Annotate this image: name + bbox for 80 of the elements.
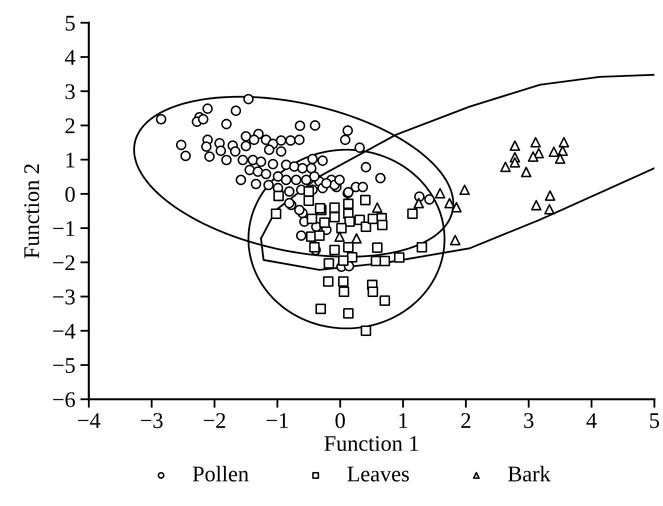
y-tick-label: 1 [66,152,74,168]
y-tick-label: −3 [53,290,75,304]
y-tick-label: 5 [66,16,75,31]
point [372,242,383,253]
point [360,194,371,206]
legend-label: Leaves [347,466,409,482]
x-tick-label: 0 [335,413,345,428]
point [368,286,378,298]
point [338,255,349,266]
point [380,295,390,306]
point [380,256,390,266]
point [273,190,284,202]
point [314,230,325,241]
point [304,195,314,206]
point [459,184,470,196]
point [377,220,388,230]
x-tick-label: −4 [78,413,100,428]
point [434,188,446,198]
point [334,231,345,242]
point [270,208,282,220]
y-tick-label: 0 [65,186,75,202]
y-tick-label: 2 [66,118,74,134]
point [510,140,520,151]
point [304,186,314,197]
x-axis-title: Function 1 [324,436,418,451]
point [315,304,326,314]
point [510,157,520,168]
point [360,326,372,336]
y-axis-title: Function 2 [24,164,40,258]
point [322,276,334,287]
point [394,252,405,263]
point [306,214,318,224]
y-tick-label: −1 [53,221,74,236]
x-tick-label: 2 [461,413,470,428]
point [338,276,349,287]
point [343,198,354,210]
x-tick-label: 5 [650,413,660,428]
x-tick-label: 3 [524,413,534,428]
point [346,252,358,262]
x-tick-label: −3 [140,413,163,428]
point [344,216,355,227]
y-tick-label: 4 [64,50,76,65]
point [413,198,424,208]
point [372,202,383,213]
point [544,204,555,215]
y-tick-label: 3 [66,84,75,100]
point [450,234,460,246]
legend-label: Pollen [192,466,249,482]
point [407,208,418,220]
point [351,233,362,244]
y-tick-label: −5 [53,358,75,373]
point [343,242,354,253]
point [544,190,556,201]
point [329,202,340,213]
point [309,242,320,253]
point [416,242,428,253]
point [336,222,347,234]
point [329,212,340,222]
x-tick-label: 1 [399,413,408,428]
point [329,244,340,256]
point [360,221,372,232]
x-tick-label: −2 [204,413,226,428]
point [343,308,354,319]
y-tick-label: −2 [53,255,74,270]
point [319,217,330,228]
point [500,162,511,172]
x-tick-label: −1 [266,413,288,428]
x-tick-label: 4 [586,413,597,428]
point [324,258,334,269]
y-tick-label: −4 [53,324,76,338]
point [548,146,560,158]
point [530,136,541,148]
legend-label: Bark [508,466,551,482]
point [338,286,350,298]
point [528,151,538,162]
point [520,166,532,178]
point [558,136,570,148]
point [554,153,566,164]
point [530,200,542,210]
y-tick-label: −6 [53,392,75,408]
